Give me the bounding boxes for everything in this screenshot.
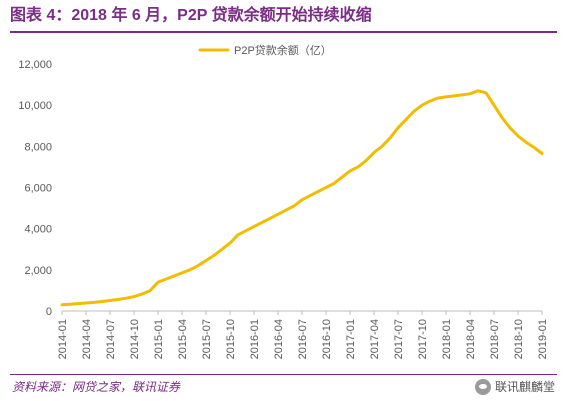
x-tick-label: 2014-07 xyxy=(105,319,117,359)
x-tick-label: 2018-04 xyxy=(465,319,477,359)
title-divider xyxy=(10,31,557,33)
x-tick-label: 2014-10 xyxy=(129,319,141,359)
legend-label: P2P贷款余额（亿） xyxy=(234,43,332,57)
y-tick-label: 4,000 xyxy=(24,224,52,236)
line-chart: 0 2,000 4,000 6,000 8,000 10,000 12,000 2014-01… xyxy=(18,43,549,359)
x-tick-label: 2016-04 xyxy=(273,319,285,359)
x-tick-label: 2014-04 xyxy=(81,319,93,359)
watermark-label: 联讯麒麟堂 xyxy=(494,380,555,394)
watermark: 联讯麒麟堂 xyxy=(474,377,555,397)
y-tick-label: 0 xyxy=(46,306,52,318)
y-tick-label: 8,000 xyxy=(24,141,52,153)
x-tick-label: 2018-01 xyxy=(441,319,453,359)
x-tick-label: 2016-07 xyxy=(297,319,309,359)
y-tick-label: 10,000 xyxy=(18,100,52,112)
y-tick-label: 2,000 xyxy=(24,265,52,277)
x-tick-label: 2014-01 xyxy=(57,319,69,359)
y-tick-label: 6,000 xyxy=(24,183,52,195)
x-tick-label: 2017-07 xyxy=(393,319,405,359)
x-tick-label: 2015-10 xyxy=(225,319,237,359)
x-tick-label: 2017-01 xyxy=(345,319,357,359)
x-tick-label: 2016-01 xyxy=(249,319,261,359)
x-tick-label: 2015-04 xyxy=(177,319,189,359)
footer-divider xyxy=(10,374,557,375)
x-tick-label: 2017-10 xyxy=(417,319,429,359)
x-tick-label: 2018-07 xyxy=(489,319,501,359)
x-tick-label: 2015-01 xyxy=(153,319,165,359)
x-tick-label: 2017-04 xyxy=(369,319,381,359)
x-tick-label: 2016-10 xyxy=(321,319,333,359)
wechat-icon xyxy=(474,379,491,395)
x-tick-label: 2015-07 xyxy=(201,319,213,359)
x-tick-label: 2019-01 xyxy=(537,319,549,359)
page-title: 图表 4：2018 年 6 月，P2P 贷款余额开始持续收缩 xyxy=(10,7,372,24)
y-tick-label: 12,000 xyxy=(18,59,52,71)
x-tick-label: 2018-10 xyxy=(513,319,525,359)
series-line xyxy=(60,89,544,307)
source-note: 资料来源：网贷之家，联讯证券 xyxy=(12,380,181,394)
